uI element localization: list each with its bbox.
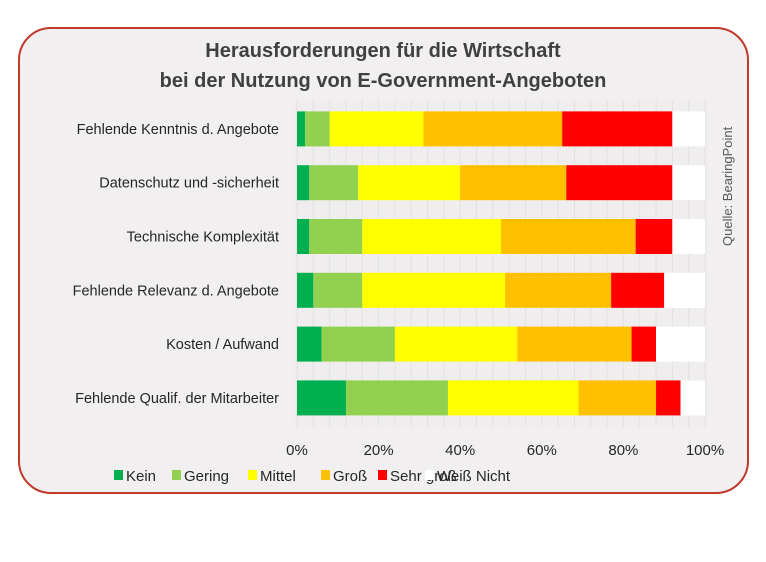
bar-segment-kein xyxy=(297,272,314,308)
chart-title-line-1: Herausforderungen für die Wirtschaft xyxy=(205,40,561,62)
bar-segment-gering xyxy=(309,219,363,254)
bar-segment-sehr-groß xyxy=(566,165,673,201)
bar-segment-mittel xyxy=(447,380,579,416)
bar-segment-gering xyxy=(313,272,363,308)
bar-segment-groß xyxy=(505,272,612,308)
bar-segment-weiß-nicht xyxy=(672,219,705,254)
plot-background xyxy=(294,100,708,427)
x-tick-label: 60% xyxy=(527,442,557,459)
legend-label: Kein xyxy=(126,468,156,485)
legend-label: Weiß Nicht xyxy=(437,468,511,485)
bar-segment-groß xyxy=(423,111,563,147)
category-label: Technische Komplexität xyxy=(127,230,279,246)
legend-swatch xyxy=(248,470,257,480)
category-label: Datenschutz und -sicherheit xyxy=(99,176,279,192)
bar-segment-weiß-nicht xyxy=(672,165,705,201)
bar-segment-gering xyxy=(309,165,359,201)
bar-segment-sehr-groß xyxy=(611,272,665,308)
legend-label: Groß xyxy=(333,468,367,485)
bar-segment-weiß-nicht xyxy=(664,272,705,308)
bar-segment-groß xyxy=(578,380,657,416)
category-label: Kosten / Aufwand xyxy=(166,337,279,353)
x-tick-label: 80% xyxy=(608,442,638,459)
bar-segment-sehr-groß xyxy=(631,326,657,362)
category-label: Fehlende Qualif. der Mitarbeiter xyxy=(75,391,279,407)
bar-segment-kein xyxy=(297,111,306,147)
bar-segment-gering xyxy=(321,326,395,362)
bar-segment-weiß-nicht xyxy=(672,111,705,147)
x-tick-label: 40% xyxy=(445,442,475,459)
chart-title-line-2: bei der Nutzung von E-Government-Angebot… xyxy=(160,70,607,92)
category-label: Fehlende Relevanz d. Angebote xyxy=(73,283,279,299)
bar-segment-sehr-groß xyxy=(656,380,681,416)
bar-segment-weiß-nicht xyxy=(680,380,705,416)
bar-segment-mittel xyxy=(362,219,501,254)
bar-segment-sehr-groß xyxy=(562,111,673,147)
bar-segment-sehr-groß xyxy=(635,219,673,254)
bar-segment-weiß-nicht xyxy=(656,326,705,362)
legend-swatch xyxy=(114,470,123,480)
bar-segment-groß xyxy=(517,326,632,362)
legend-swatch xyxy=(425,470,434,480)
source-label: Quelle: BearingPoint xyxy=(720,126,735,246)
category-label: Fehlende Kenntnis d. Angebote xyxy=(77,122,279,138)
bar-segment-mittel xyxy=(362,272,506,308)
legend-swatch xyxy=(321,470,330,480)
bar-segment-kein xyxy=(297,380,346,416)
bar-segment-mittel xyxy=(394,326,518,362)
legend-swatch xyxy=(172,470,181,480)
bar-segment-kein xyxy=(297,219,310,254)
bar-segment-groß xyxy=(460,165,567,201)
plot-area: Fehlende Kenntnis d. Angebote Datenschutz… xyxy=(73,100,724,459)
legend-swatch xyxy=(378,470,387,480)
bar-segment-kein xyxy=(297,165,310,201)
bar-segment-gering xyxy=(345,380,448,416)
bar-segment-mittel xyxy=(358,165,461,201)
legend-label: Gering xyxy=(184,468,229,485)
x-tick-label: 0% xyxy=(286,442,308,459)
legend-label: Sehr groß xyxy=(390,468,457,485)
bar-segment-groß xyxy=(501,219,636,254)
x-tick-label: 20% xyxy=(364,442,394,459)
bar-segment-mittel xyxy=(329,111,424,147)
bar-segment-gering xyxy=(305,111,330,147)
bar-segment-kein xyxy=(297,326,322,362)
x-tick-label: 100% xyxy=(686,442,724,459)
legend-label: Mittel xyxy=(260,468,296,485)
